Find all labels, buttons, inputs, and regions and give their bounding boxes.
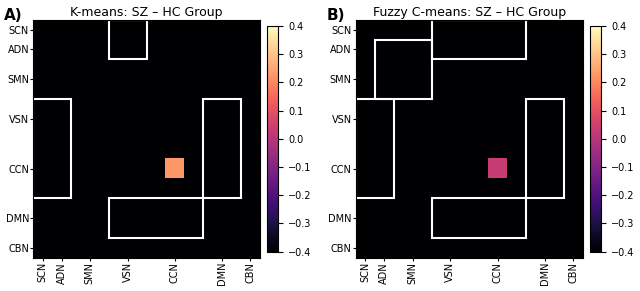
Bar (109, 198, 203, 238)
Bar (356, 99, 394, 198)
Bar (526, 99, 564, 198)
Bar (109, 20, 147, 59)
Title: K-means: SZ – HC Group: K-means: SZ – HC Group (70, 6, 223, 19)
Bar (375, 40, 431, 99)
Text: B): B) (326, 8, 345, 23)
Bar (431, 198, 526, 238)
Bar (431, 20, 526, 59)
Bar (33, 99, 71, 198)
Title: Fuzzy C-means: SZ – HC Group: Fuzzy C-means: SZ – HC Group (372, 6, 566, 19)
Bar (203, 99, 241, 198)
Text: A): A) (4, 8, 22, 23)
